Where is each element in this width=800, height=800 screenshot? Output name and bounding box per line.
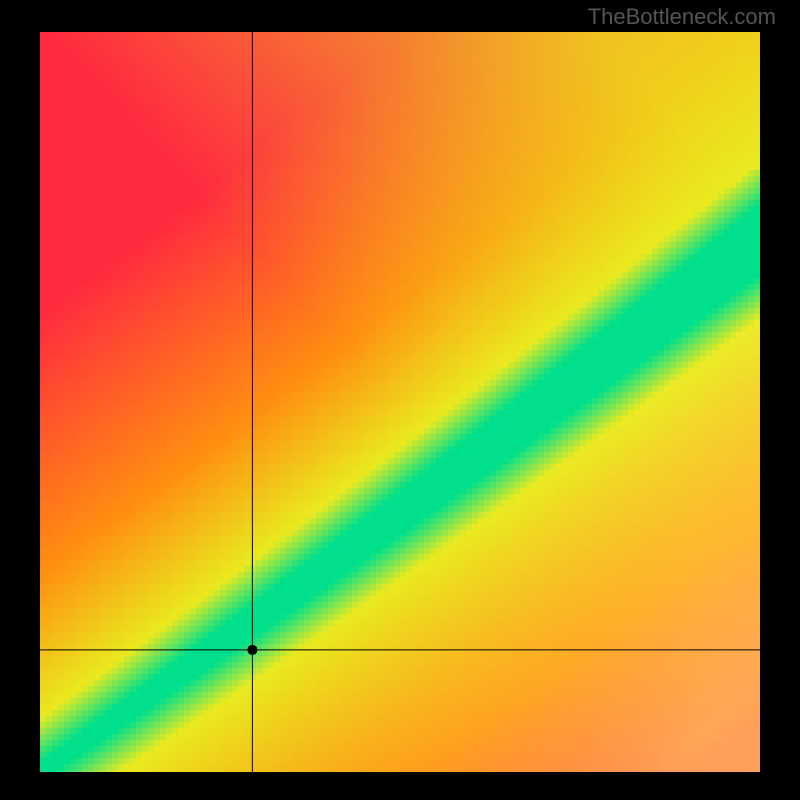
watermark-text: TheBottleneck.com xyxy=(588,4,776,30)
heatmap-canvas xyxy=(40,32,760,772)
bottleneck-heatmap xyxy=(40,32,760,772)
